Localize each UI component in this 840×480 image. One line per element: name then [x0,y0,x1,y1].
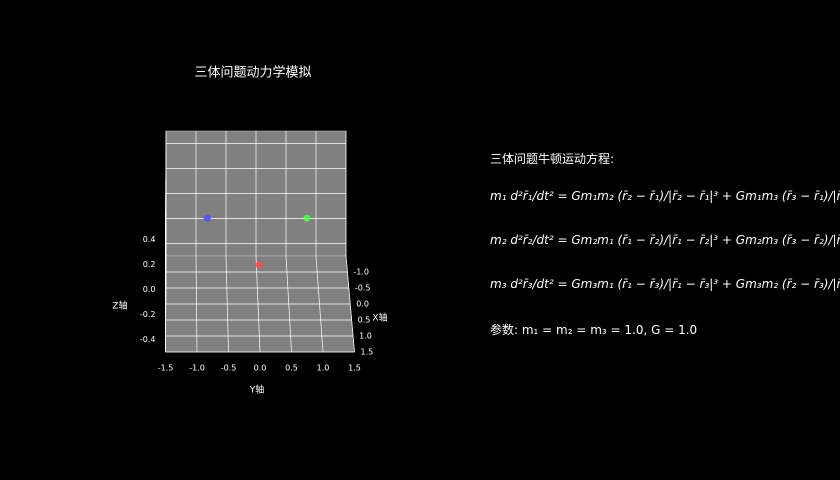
equation: m₂ d²r̄₂/dt² = Gm₂m₁ (r̄₁ − r̄₂)/|r̄₁ − … [490,233,840,247]
y-tick-label: -0.5 [221,364,237,373]
y-tick-label: 1.0 [317,364,330,373]
z-tick-label: -0.4 [140,335,156,344]
x-tick-label: 1.5 [361,348,374,357]
body-point [255,261,263,269]
equation-panel: 三体问题牛顿运动方程: m₁ d²r̄₁/dt² = Gm₁m₂ (r̄₂ − … [490,150,840,338]
x-axis-label: X轴 [372,312,387,324]
equation: m₁ d²r̄₁/dt² = Gm₁m₂ (r̄₂ − r̄₁)/|r̄₂ − … [490,189,840,203]
y-tick-label: 0.0 [254,364,267,373]
x-tick-label: 0.5 [358,316,371,325]
z-tick-label: 0.4 [143,235,156,244]
x-tick-label: -0.5 [355,284,371,293]
body-point [303,214,311,222]
grid-line [165,143,167,240]
x-tick-label: 1.0 [359,332,372,341]
z-axis-label: Z轴 [112,300,127,312]
x-tick-label: -1.0 [353,268,369,277]
z-tick-label: 0.2 [143,260,156,269]
parameters: 参数: m₁ = m₂ = m₃ = 1.0, G = 1.0 [490,323,698,337]
y-tick-label: -1.5 [158,364,174,373]
y-tick-label: 1.5 [348,364,361,373]
x-tick-label: 0.0 [356,300,369,309]
y-axis-label: Y轴 [249,384,265,396]
equation-heading: 三体问题牛顿运动方程: [490,152,615,166]
z-tick-label: -0.2 [140,310,156,319]
y-tick-label: -1.0 [189,364,205,373]
y-tick-label: 0.5 [285,364,298,373]
equation: m₃ d²r̄₃/dt² = Gm₃m₁ (r̄₁ − r̄₃)/|r̄₁ − … [490,277,840,291]
chart-title: 三体问题动力学模拟 [194,65,311,81]
z-tick-label: 0.0 [143,285,156,294]
body-point [203,214,211,222]
